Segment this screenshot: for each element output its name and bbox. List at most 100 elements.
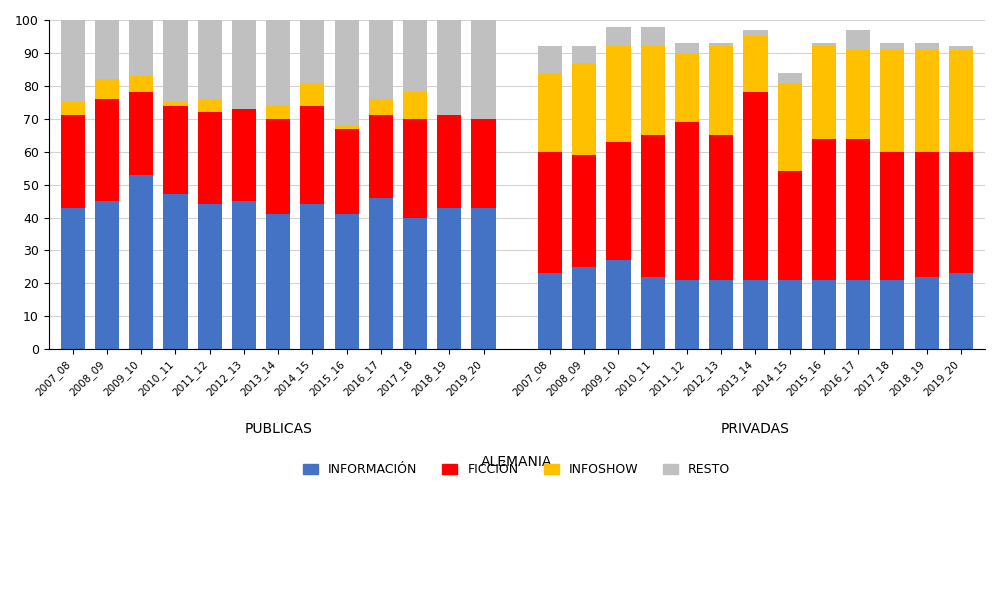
Bar xyxy=(743,37,768,92)
Bar xyxy=(641,26,665,46)
Bar xyxy=(915,152,939,277)
Bar xyxy=(471,208,496,349)
Bar xyxy=(743,92,768,280)
Bar xyxy=(812,46,836,139)
Bar xyxy=(846,139,870,280)
Bar xyxy=(437,115,461,208)
Bar xyxy=(335,20,359,125)
Bar xyxy=(572,63,596,155)
Bar xyxy=(949,46,973,50)
Bar xyxy=(300,205,324,349)
Bar xyxy=(846,50,870,139)
Bar xyxy=(198,112,222,205)
Bar xyxy=(300,83,324,106)
Bar xyxy=(606,142,631,260)
Bar xyxy=(163,106,188,194)
Bar xyxy=(335,128,359,214)
Bar xyxy=(709,280,733,349)
Bar xyxy=(129,175,153,349)
Bar xyxy=(880,43,904,50)
Bar xyxy=(915,277,939,349)
Bar xyxy=(709,46,733,135)
Bar xyxy=(163,103,188,106)
Bar xyxy=(572,267,596,349)
Bar xyxy=(129,92,153,175)
Bar xyxy=(915,50,939,152)
Bar xyxy=(232,201,256,349)
Bar xyxy=(95,201,119,349)
Bar xyxy=(266,214,290,349)
Bar xyxy=(61,208,85,349)
Bar xyxy=(675,53,699,122)
Bar xyxy=(232,109,256,201)
Bar xyxy=(300,20,324,83)
Bar xyxy=(709,43,733,46)
Bar xyxy=(641,46,665,135)
Bar xyxy=(437,208,461,349)
Bar xyxy=(949,274,973,349)
Bar xyxy=(606,46,631,142)
Bar xyxy=(538,46,562,73)
Bar xyxy=(606,26,631,46)
Bar xyxy=(846,30,870,50)
Bar xyxy=(61,115,85,208)
Bar xyxy=(232,20,256,109)
Bar xyxy=(369,198,393,349)
Bar xyxy=(812,280,836,349)
Bar xyxy=(812,43,836,46)
Bar xyxy=(709,135,733,280)
Bar xyxy=(163,194,188,349)
Bar xyxy=(538,73,562,152)
Bar xyxy=(403,20,427,92)
Bar xyxy=(880,152,904,280)
Text: PRIVADAS: PRIVADAS xyxy=(721,422,790,436)
Bar xyxy=(403,119,427,218)
Bar xyxy=(300,106,324,205)
Bar xyxy=(949,50,973,152)
Bar xyxy=(572,155,596,267)
Bar xyxy=(403,218,427,349)
Bar xyxy=(198,205,222,349)
Bar xyxy=(95,20,119,79)
Bar xyxy=(198,20,222,99)
Bar xyxy=(369,115,393,198)
Bar xyxy=(335,214,359,349)
Bar xyxy=(915,43,939,50)
Legend: INFORMACIÓN, FICCIÓN, INFOSHOW, RESTO: INFORMACIÓN, FICCIÓN, INFOSHOW, RESTO xyxy=(298,458,735,481)
Bar xyxy=(163,20,188,103)
Bar xyxy=(369,20,393,99)
Bar xyxy=(129,20,153,76)
Bar xyxy=(846,280,870,349)
Bar xyxy=(369,99,393,115)
Bar xyxy=(471,119,496,208)
Bar xyxy=(61,20,85,103)
Bar xyxy=(403,92,427,119)
Bar xyxy=(538,274,562,349)
Bar xyxy=(95,79,119,99)
Bar xyxy=(675,280,699,349)
Bar xyxy=(641,135,665,277)
Text: PUBLICAS: PUBLICAS xyxy=(244,422,312,436)
Bar xyxy=(949,152,973,274)
Bar xyxy=(778,73,802,83)
Bar xyxy=(266,106,290,119)
Bar xyxy=(641,277,665,349)
Text: ALEMANIA: ALEMANIA xyxy=(481,455,552,469)
Bar xyxy=(880,280,904,349)
Bar xyxy=(606,260,631,349)
Bar xyxy=(471,20,496,119)
Bar xyxy=(198,99,222,112)
Bar xyxy=(743,30,768,37)
Bar xyxy=(538,152,562,274)
Bar xyxy=(266,20,290,106)
Bar xyxy=(880,50,904,152)
Bar xyxy=(743,280,768,349)
Bar xyxy=(572,46,596,63)
Bar xyxy=(335,125,359,128)
Bar xyxy=(266,119,290,214)
Bar xyxy=(95,99,119,201)
Bar xyxy=(778,280,802,349)
Bar xyxy=(61,103,85,115)
Bar xyxy=(812,139,836,280)
Bar xyxy=(778,172,802,280)
